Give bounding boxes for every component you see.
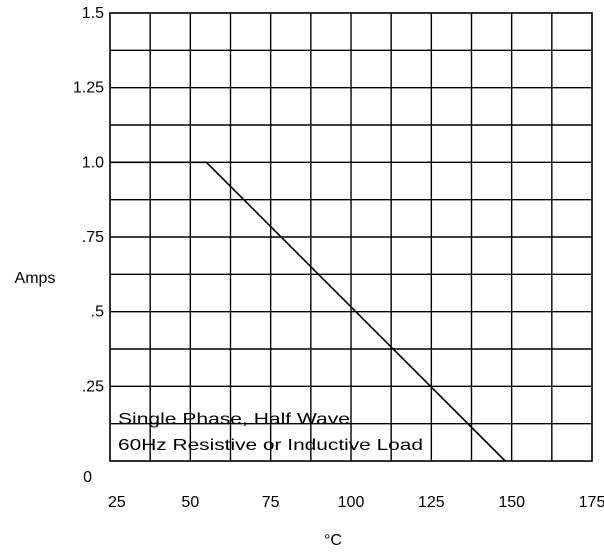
x-axis-label: °C	[324, 532, 342, 549]
y-tick-label: 1.0	[82, 154, 104, 171]
y-tick-label: 1.5	[82, 5, 104, 22]
x-tick-label: 100	[338, 494, 365, 511]
series-layer	[110, 161, 506, 462]
y-tick-label: 1.25	[73, 80, 104, 97]
annotation-line-1: Single Phase, Half Wave	[118, 411, 350, 428]
x-tick-label: 125	[418, 494, 445, 511]
y-tick-label: 0	[83, 469, 92, 486]
x-tick-label: 25	[108, 494, 126, 511]
x-tick-label: 50	[181, 494, 199, 511]
y-tick-label: .75	[82, 229, 104, 246]
plot-border	[109, 12, 593, 462]
y-tick-label: .5	[91, 304, 104, 321]
x-tick-label: 175	[579, 494, 604, 511]
y-axis-label: Amps	[15, 270, 56, 287]
x-tick-label: 150	[498, 494, 525, 511]
x-tick-labels: 25 50 75 100 125 150 175	[108, 494, 604, 511]
y-tick-labels: 0 .25 .5 .75 1.0 1.25 1.5	[73, 5, 104, 486]
y-tick-label: .25	[82, 378, 104, 395]
grid-lines	[110, 13, 592, 461]
series-line	[110, 161, 506, 462]
x-tick-label: 75	[262, 494, 280, 511]
annotation-line-2: 60Hz Resistive or Inductive Load	[118, 437, 423, 454]
